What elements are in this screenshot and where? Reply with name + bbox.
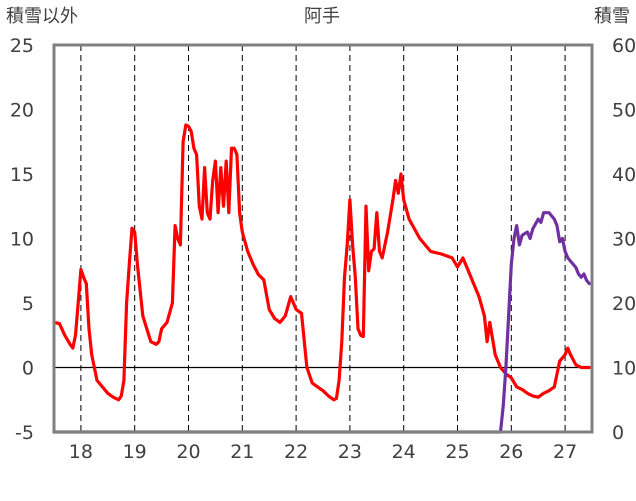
- right-tick-label: 40: [612, 164, 636, 186]
- left-tick-label: 25: [10, 35, 34, 57]
- left-tick-label: 5: [22, 293, 34, 315]
- left-tick-label: -5: [15, 422, 34, 444]
- right-axis-ticks: 0 10 20 30 40 50 60: [612, 35, 636, 444]
- x-tick-label: 22: [284, 441, 308, 463]
- x-tick-label: 21: [230, 441, 254, 463]
- left-axis-label: 積雪以外: [6, 6, 78, 27]
- x-tick-label: 19: [123, 441, 147, 463]
- snow-depth-line: [52, 211, 591, 434]
- x-tick-label: 20: [176, 441, 200, 463]
- right-tick-label: 60: [612, 35, 636, 57]
- right-tick-label: 20: [612, 293, 636, 315]
- left-tick-label: 10: [10, 229, 34, 251]
- chart-title: 阿手: [304, 6, 340, 27]
- plot-border: [52, 43, 594, 434]
- right-tick-label: 50: [612, 100, 636, 122]
- right-tick-label: 10: [612, 358, 636, 380]
- right-tick-label: 0: [612, 422, 624, 444]
- left-tick-label: 20: [10, 100, 34, 122]
- left-tick-label: 15: [10, 164, 34, 186]
- right-axis-label: 積雪: [594, 6, 630, 27]
- left-axis-ticks: -5 0 5 10 15 20 25: [10, 35, 34, 444]
- x-tick-label: 26: [499, 441, 523, 463]
- x-tick-label: 23: [338, 441, 362, 463]
- x-tick-label: 24: [392, 441, 416, 463]
- plot-frame: [52, 43, 594, 434]
- x-axis-ticks: 18 19 20 21 22 23 24 25 26 27: [69, 441, 577, 463]
- x-tick-label: 27: [553, 441, 577, 463]
- x-tick-label: 18: [69, 441, 93, 463]
- primary-line: [52, 123, 591, 402]
- grid-lines: [54, 45, 592, 432]
- x-tick-label: 25: [445, 441, 469, 463]
- right-tick-label: 30: [612, 229, 636, 251]
- left-tick-label: 0: [22, 358, 34, 380]
- series-lines: [52, 123, 591, 434]
